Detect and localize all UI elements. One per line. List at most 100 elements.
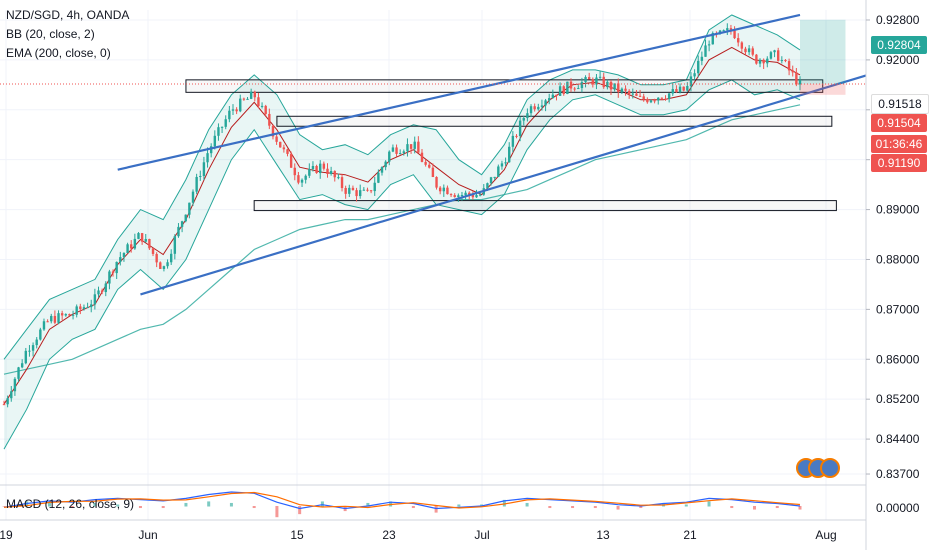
candle-body bbox=[664, 98, 667, 100]
candle-body bbox=[82, 307, 86, 310]
candle-body bbox=[50, 315, 53, 322]
candle-body bbox=[329, 171, 333, 174]
candle-body bbox=[464, 192, 467, 196]
candle-body bbox=[449, 194, 453, 196]
candle-body bbox=[515, 135, 518, 137]
candle-body bbox=[555, 94, 558, 96]
candle-body bbox=[344, 188, 347, 194]
candle-body bbox=[744, 48, 747, 53]
candle-body bbox=[79, 306, 82, 310]
candle-body bbox=[755, 54, 758, 64]
support-zones[interactable] bbox=[185, 79, 837, 212]
macd-histogram-bar bbox=[138, 506, 142, 509]
candle-body bbox=[766, 58, 769, 64]
trend-line-lower bbox=[140, 73, 869, 296]
candle-body bbox=[279, 141, 282, 148]
candle-body bbox=[747, 48, 751, 53]
grid bbox=[0, 10, 866, 520]
candle-body bbox=[638, 95, 642, 97]
candle-body bbox=[562, 86, 565, 95]
candle-body bbox=[362, 189, 366, 191]
candle-body bbox=[10, 391, 13, 399]
candle-body bbox=[271, 125, 275, 137]
candle-body bbox=[166, 262, 169, 267]
candle-body bbox=[529, 106, 533, 114]
candle-body bbox=[57, 313, 60, 323]
candle-body bbox=[213, 135, 217, 147]
candle-body bbox=[359, 190, 362, 197]
candle-body bbox=[217, 127, 220, 136]
globe-icon[interactable] bbox=[820, 458, 840, 478]
candle-body bbox=[206, 153, 209, 163]
macd-histogram-bar bbox=[229, 502, 233, 507]
current-price-label: 0.91518 bbox=[871, 94, 929, 114]
candle-body bbox=[769, 52, 773, 59]
candle-body bbox=[140, 233, 144, 242]
price-axis-bg bbox=[866, 0, 932, 550]
candle-body bbox=[355, 190, 358, 197]
ema-legend[interactable]: EMA (200, close, 0) bbox=[6, 46, 111, 60]
position-stop-zone bbox=[800, 83, 846, 95]
candle-body bbox=[402, 151, 406, 154]
macd-histogram-bar bbox=[775, 506, 779, 509]
trend-channel[interactable] bbox=[117, 13, 869, 296]
macd-histogram-bar bbox=[411, 506, 415, 509]
candle-body bbox=[751, 48, 754, 55]
candle-body bbox=[544, 100, 547, 106]
icon-group[interactable] bbox=[796, 458, 840, 478]
macd-histogram-bar bbox=[616, 506, 620, 510]
candle-body bbox=[780, 60, 784, 62]
candle-body bbox=[373, 182, 376, 192]
macd-histogram-bar bbox=[434, 506, 438, 513]
candle-body bbox=[395, 147, 398, 154]
candle-body bbox=[722, 30, 725, 32]
position-tool[interactable] bbox=[0, 19, 866, 95]
candle-body bbox=[297, 175, 300, 183]
candle-body bbox=[413, 141, 416, 149]
candle-body bbox=[711, 32, 714, 45]
macd-legend[interactable]: MACD (12, 26, close, 9) bbox=[6, 497, 135, 511]
macd-histogram-bar bbox=[366, 502, 370, 507]
macd-histogram-bar bbox=[525, 502, 529, 507]
time-tick-label: 23 bbox=[382, 528, 396, 542]
candle-body bbox=[130, 244, 133, 249]
candle-body bbox=[289, 153, 293, 168]
price-tick-label: 0.88000 bbox=[876, 252, 920, 266]
candle-body bbox=[260, 105, 264, 107]
symbol-legend[interactable]: NZD/SGD, 4h, OANDA bbox=[6, 8, 130, 22]
candle-body bbox=[678, 86, 682, 92]
candle-body bbox=[548, 98, 551, 101]
candle-body bbox=[566, 81, 569, 95]
candle-body bbox=[202, 162, 206, 177]
candle-body bbox=[642, 96, 645, 100]
macd-histogram-bar bbox=[252, 506, 256, 509]
candle-body bbox=[64, 314, 67, 316]
candle-body bbox=[268, 113, 271, 126]
macd-histogram-bar bbox=[207, 501, 211, 507]
candle-body bbox=[602, 76, 605, 88]
candle-body bbox=[689, 76, 693, 87]
bb-legend[interactable]: BB (20, close, 2) bbox=[6, 27, 95, 41]
candle-body bbox=[707, 44, 711, 46]
candle-body bbox=[137, 233, 140, 239]
candle-body bbox=[700, 56, 704, 61]
candle-body bbox=[257, 97, 260, 107]
macd-histogram-bar bbox=[184, 502, 188, 507]
candle-body bbox=[249, 91, 253, 99]
bollinger-bands bbox=[3, 14, 801, 450]
candle-body bbox=[497, 166, 500, 177]
candle-body bbox=[169, 253, 173, 263]
candle-body bbox=[148, 239, 151, 249]
candle-body bbox=[558, 86, 562, 96]
price-tick-label: 0.92800 bbox=[876, 13, 920, 27]
candle-body bbox=[275, 136, 278, 142]
candle-body bbox=[446, 187, 449, 195]
macd-histogram-bar bbox=[116, 504, 120, 507]
candle-body bbox=[304, 175, 307, 180]
candle-body bbox=[177, 226, 180, 237]
macd-histogram-bar bbox=[320, 501, 324, 507]
candle-body bbox=[569, 81, 573, 89]
macd-histogram-bar bbox=[93, 502, 97, 507]
candle-body bbox=[264, 105, 267, 114]
